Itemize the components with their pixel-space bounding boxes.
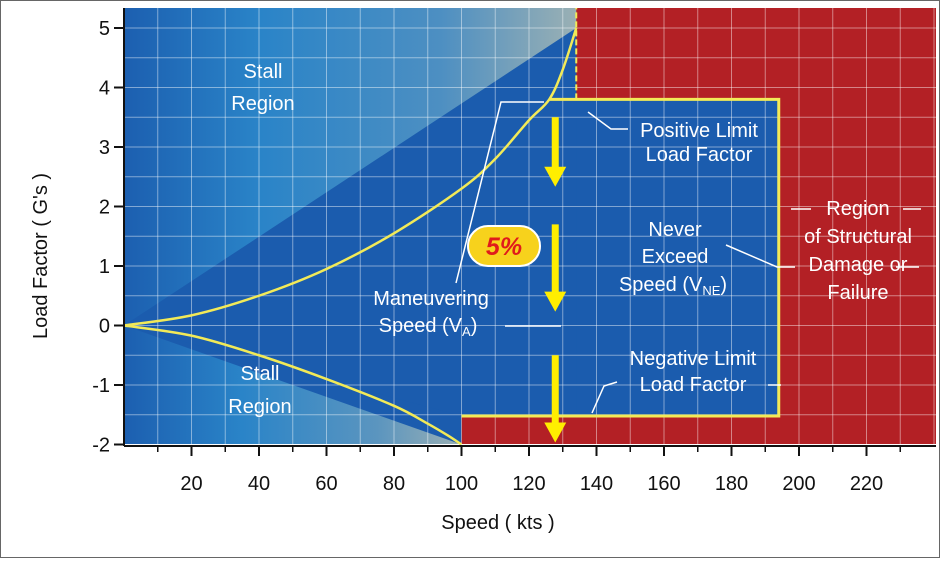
x-tick-label: 200 bbox=[782, 473, 815, 495]
limit-load-box bbox=[461, 97, 781, 418]
never-exceed-subscript: NE bbox=[702, 283, 720, 298]
never-exceed-label-3: Speed (VNE) bbox=[619, 274, 727, 298]
y-tick-label: -2 bbox=[92, 435, 110, 457]
flight-envelope-upper-core-area bbox=[124, 28, 577, 326]
downward-arrows bbox=[544, 117, 567, 443]
x-tick-label: 160 bbox=[647, 473, 680, 495]
leader-negative-limit bbox=[591, 381, 618, 414]
x-tick-label: 180 bbox=[715, 473, 748, 495]
maneuvering-close: ) bbox=[471, 315, 478, 337]
never-exceed-label-2: Exceed bbox=[642, 246, 709, 268]
stall-lower-label-2: Region bbox=[228, 396, 291, 418]
percent-badge: 5% bbox=[467, 225, 541, 267]
y-tick-label: 2 bbox=[99, 197, 110, 219]
maneuvering-subscript: A bbox=[462, 324, 471, 339]
negative-limit-label-2: Load Factor bbox=[640, 374, 747, 396]
never-exceed-label-1: Never bbox=[648, 219, 702, 241]
curves bbox=[123, 8, 578, 446]
positive-limit-label-1: Positive Limit bbox=[640, 120, 758, 142]
x-tick-label: 40 bbox=[248, 473, 270, 495]
flight-envelope-core-area bbox=[124, 28, 577, 416]
series-line-negative-stall bbox=[123, 324, 463, 446]
stall-region-upper-area bbox=[124, 8, 577, 326]
stall-lower-label-1: Stall bbox=[241, 363, 280, 385]
x-tick-label: 100 bbox=[445, 473, 478, 495]
y-tick-label: 0 bbox=[99, 316, 110, 338]
structural-label-1: Region bbox=[826, 198, 889, 220]
x-tick-label: 140 bbox=[580, 473, 613, 495]
plot-regions bbox=[124, 8, 936, 444]
never-exceed-close: ) bbox=[720, 274, 727, 296]
y-tick-label: 3 bbox=[99, 137, 110, 159]
maneuvering-speed-text: Speed (V bbox=[379, 315, 463, 337]
y-axis-title: Load Factor ( G's ) bbox=[30, 173, 52, 339]
arrow-head-1 bbox=[544, 166, 567, 187]
leader-maneuvering bbox=[455, 101, 544, 284]
annotation-labels: Stall Region Stall Region Positive Limit… bbox=[228, 61, 912, 418]
y-tick-label: -1 bbox=[92, 375, 110, 397]
percent-badge-shape bbox=[467, 225, 541, 267]
stall-upper-label-2: Region bbox=[231, 93, 294, 115]
series-line-positive-stall bbox=[123, 27, 578, 327]
x-tick-label: 220 bbox=[850, 473, 883, 495]
x-tick-label: 60 bbox=[315, 473, 337, 495]
x-axis-title: Speed ( kts ) bbox=[441, 512, 554, 534]
maneuvering-label-1: Maneuvering bbox=[373, 288, 489, 310]
x-tick-label: 20 bbox=[180, 473, 202, 495]
structural-label-2: of Structural bbox=[804, 226, 912, 248]
leader-positive-limit bbox=[587, 111, 628, 130]
leader-never-exceed bbox=[725, 244, 795, 268]
y-tick-label: 1 bbox=[99, 256, 110, 278]
limit-lines bbox=[461, 97, 781, 418]
arrow-head-3 bbox=[544, 422, 567, 443]
negative-limit-label-1: Negative Limit bbox=[630, 348, 757, 370]
flight-envelope-box-area bbox=[575, 99, 779, 416]
percent-badge-text: 5% bbox=[486, 233, 522, 261]
positive-limit-label-2: Load Factor bbox=[646, 144, 753, 166]
maneuvering-label-2: Speed (VA) bbox=[379, 315, 478, 339]
arrow-head-2 bbox=[544, 291, 567, 312]
axes: -2 -1 0 1 2 3 4 5 20 40 60 80 100 120 140 160 180 200 220 bbox=[92, 8, 936, 495]
leader-lines bbox=[455, 101, 921, 414]
y-tick-label: 4 bbox=[99, 78, 110, 100]
structural-label-3: Damage or bbox=[809, 254, 908, 276]
structural-label-4: Failure bbox=[827, 282, 888, 304]
stall-upper-label-1: Stall bbox=[244, 61, 283, 83]
never-exceed-speed-text: Speed (V bbox=[619, 274, 703, 296]
x-tick-label: 80 bbox=[383, 473, 405, 495]
y-tick-label: 5 bbox=[99, 18, 110, 40]
x-tick-label: 120 bbox=[512, 473, 545, 495]
